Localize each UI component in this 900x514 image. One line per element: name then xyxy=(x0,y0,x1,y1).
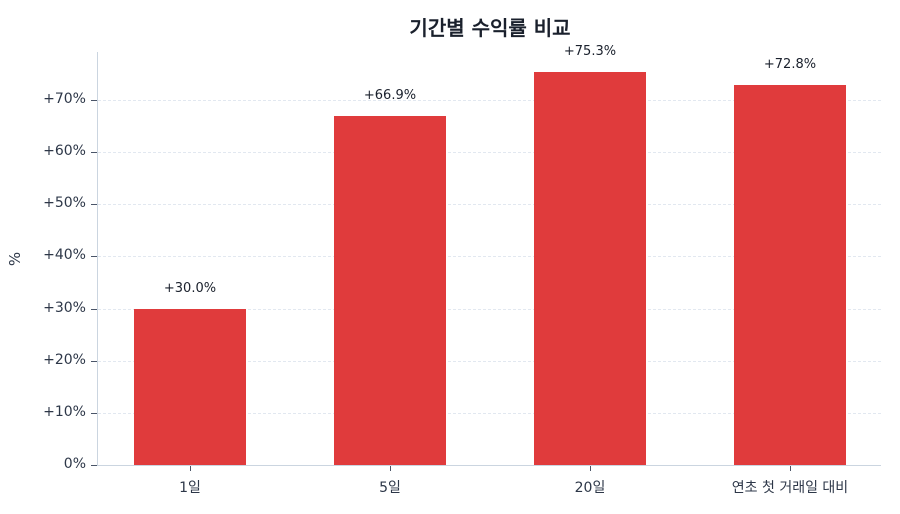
x-tick xyxy=(390,466,391,471)
y-tick xyxy=(91,413,97,414)
x-axis-line xyxy=(97,465,881,466)
bar xyxy=(334,116,446,465)
y-tick xyxy=(91,309,97,310)
y-tick-label: +50% xyxy=(43,195,86,211)
bar xyxy=(534,72,646,465)
y-tick-label: +20% xyxy=(43,352,86,368)
gridline xyxy=(98,152,881,153)
x-tick-label: 1일 xyxy=(179,480,201,496)
x-tick xyxy=(790,466,791,471)
bar xyxy=(734,85,846,465)
x-tick-label: 20일 xyxy=(574,480,606,496)
y-tick xyxy=(91,361,97,362)
y-axis-line xyxy=(97,52,98,466)
gridline xyxy=(98,100,881,101)
y-tick-label: 0% xyxy=(63,456,86,472)
x-tick-label: 5일 xyxy=(379,480,401,496)
bar xyxy=(134,308,246,465)
bar-value-label: +30.0% xyxy=(163,280,217,296)
y-tick xyxy=(91,152,97,153)
y-tick xyxy=(91,465,97,466)
gridline xyxy=(98,413,881,414)
y-tick xyxy=(91,256,97,257)
y-tick xyxy=(91,100,97,101)
x-tick xyxy=(590,466,591,471)
y-tick-label: +40% xyxy=(43,247,86,263)
bar-value-label: +72.8% xyxy=(763,57,817,73)
y-tick-label: +60% xyxy=(43,143,86,159)
y-tick-label: +70% xyxy=(43,91,86,107)
x-tick-label: 연초 첫 거래일 대비 xyxy=(731,480,849,496)
y-tick-label: +30% xyxy=(43,300,86,316)
gridline xyxy=(98,309,881,310)
bar-value-label: +66.9% xyxy=(363,88,417,104)
y-tick-label: +10% xyxy=(43,404,86,420)
gridline xyxy=(98,361,881,362)
chart-title: 기간별 수익률 비교 xyxy=(409,16,571,40)
x-tick xyxy=(190,466,191,471)
y-tick xyxy=(91,204,97,205)
gridline xyxy=(98,256,881,257)
gridline xyxy=(98,204,881,205)
bar-value-label: +75.3% xyxy=(563,44,617,60)
